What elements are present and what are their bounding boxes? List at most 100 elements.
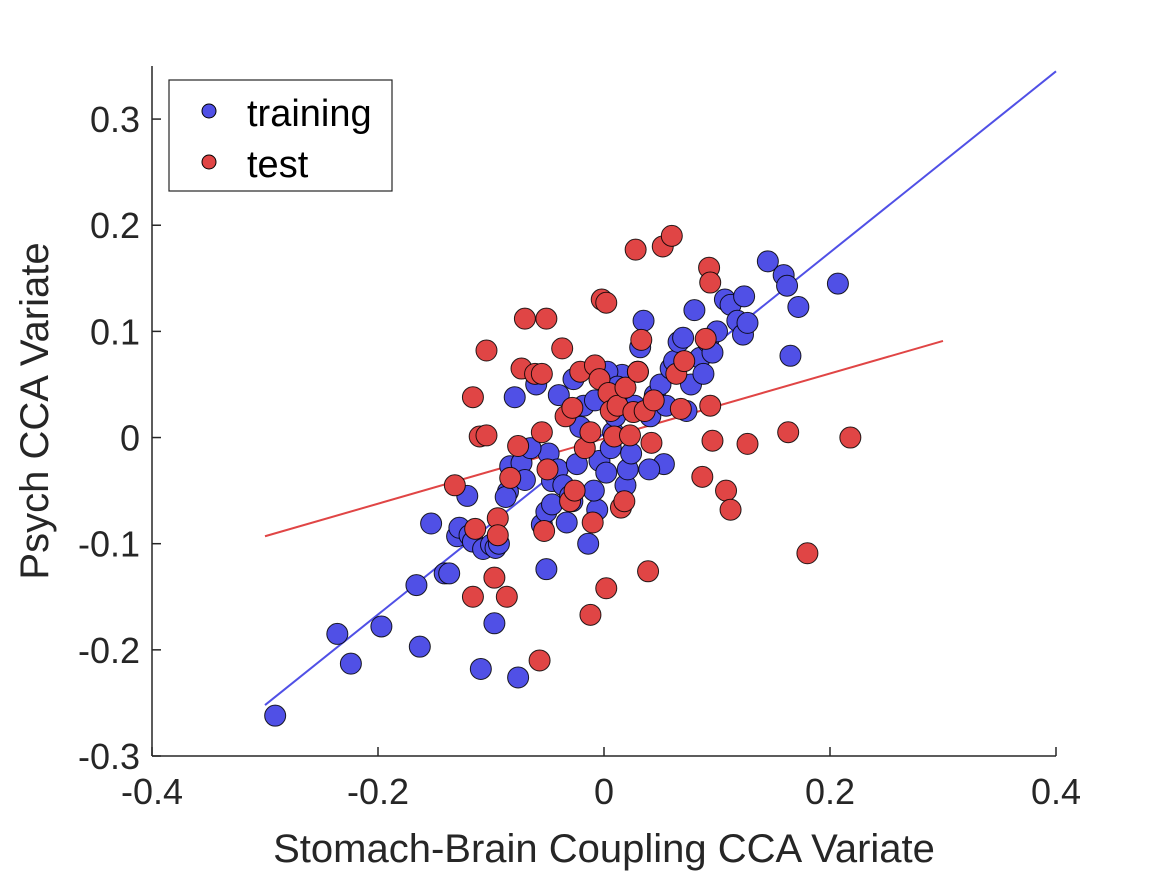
legend-box [168,79,393,192]
data-point-test [839,426,862,449]
data-point-training [438,562,461,585]
data-point-test [461,386,484,409]
data-point-test [513,307,536,330]
data-point-training [547,384,570,407]
data-point-training [736,311,759,334]
data-point-test [715,479,738,502]
data-point-test [701,429,724,452]
data-point-test [535,307,558,330]
y-tick-label: 0.2 [90,205,140,246]
data-point-test [530,362,553,385]
data-point-training [494,485,517,508]
data-point-test [563,479,586,502]
data-point-test [626,360,649,383]
ticks [151,118,1057,757]
data-point-test [579,603,602,626]
legend-label-test: test [247,144,309,186]
data-point-test [673,350,696,373]
data-point-training [507,666,530,689]
data-point-test [694,327,717,350]
x-tick-label: 0.4 [1031,771,1081,812]
data-point-training [756,250,779,273]
data-point-test [530,421,553,444]
data-point-test [475,339,498,362]
x-tick-label: -0.4 [121,771,183,812]
data-point-test [561,396,584,419]
data-point-test [691,465,714,488]
data-point-test [613,490,636,513]
data-point-test [669,397,692,420]
data-point-test [475,424,498,447]
data-point-test [614,376,637,399]
x-tick-label: 0 [594,771,614,812]
data-point-training [776,274,799,297]
data-point-training [826,272,849,295]
data-point-test [536,458,559,481]
data-point-test [461,585,484,608]
y-tick-label: 0.3 [90,99,140,140]
y-tick-label: -0.3 [78,736,140,777]
data-point-test [618,424,641,447]
data-point-training [405,574,428,597]
legend: training test [168,79,393,192]
data-points [264,224,862,727]
data-point-test [595,577,618,600]
series-test [443,224,862,672]
data-point-training [582,479,605,502]
data-point-training [632,309,655,332]
data-point-training [264,704,287,727]
y-tick-label: 0 [120,418,140,459]
data-point-training [326,622,349,645]
data-point-training [595,461,618,484]
legend-marker-training [201,103,217,119]
data-point-training [483,612,506,635]
data-point-training [555,511,578,534]
data-point-test [642,389,665,412]
data-point-training [408,635,431,658]
data-point-test [637,560,660,583]
data-point-test [736,432,759,455]
data-point-test [699,271,722,294]
data-point-training [370,615,393,638]
data-point-test [796,542,819,565]
data-point-training [638,458,661,481]
data-point-test [499,466,522,489]
data-point-training [339,652,362,675]
y-tick-label: -0.2 [78,630,140,671]
y-tick-label: 0.1 [90,311,140,352]
data-point-training [535,558,558,581]
data-point-test [464,517,487,540]
y-axis-title: Psych CCA Variate [13,242,57,579]
data-point-training [683,299,706,322]
data-point-test [719,498,742,521]
data-point-test [660,224,683,247]
data-point-test [528,649,551,672]
tick-labels: -0.4 -0.2 0 0.2 0.4 -0.3 -0.2 -0.1 0 0.1 0.2 0.3 [78,99,1081,812]
data-point-test [551,337,574,360]
legend-label-training: training [247,93,372,135]
data-point-training [779,344,802,367]
data-point-training [577,532,600,555]
data-point-test [595,291,618,314]
data-point-training [787,295,810,318]
data-point-training [733,285,756,308]
data-point-training [420,512,443,535]
data-point-test [486,524,509,547]
data-point-training [469,657,492,680]
data-point-test [579,421,602,444]
data-point-test [630,328,653,351]
x-tick-label: -0.2 [347,771,409,812]
data-point-test [443,474,466,497]
data-point-test [533,519,556,542]
data-point-training [503,386,526,409]
data-point-test [581,511,604,534]
data-point-training [672,326,695,349]
data-point-test [483,566,506,589]
data-point-test [699,394,722,417]
data-point-test [624,238,647,261]
x-axis-title: Stomach-Brain Coupling CCA Variate [273,827,935,871]
x-tick-label: 0.2 [805,771,855,812]
y-tick-label: -0.1 [78,524,140,565]
data-point-training [692,362,715,385]
